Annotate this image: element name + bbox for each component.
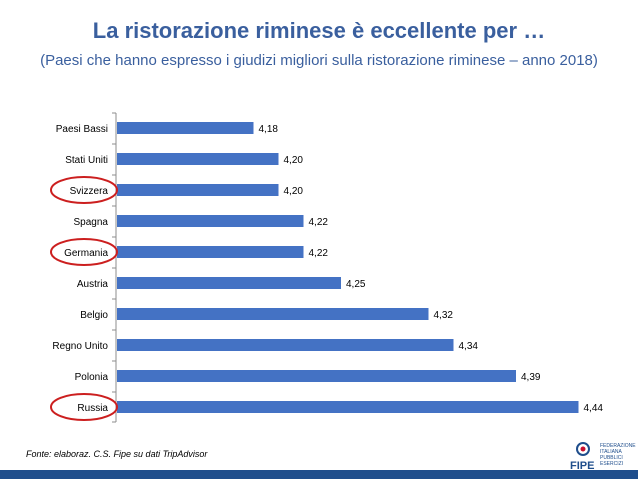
logo-line: PUBBLICI	[600, 455, 623, 461]
data-label: 4,18	[259, 124, 279, 135]
data-label: 4,20	[284, 155, 304, 166]
data-label: 4,39	[521, 372, 541, 383]
data-label: 4,25	[346, 279, 366, 290]
category-label: Regno Unito	[52, 341, 108, 352]
bar	[117, 370, 516, 382]
category-label: Paesi Bassi	[56, 124, 108, 135]
category-label: Russia	[77, 403, 108, 414]
bottom-bar	[0, 470, 638, 479]
highlight-circle	[50, 176, 118, 204]
logo-line: ITALIANA	[600, 449, 622, 455]
category-label: Spagna	[74, 217, 109, 228]
data-label: 4,34	[459, 341, 479, 352]
page-subtitle: (Paesi che hanno espresso i giudizi migl…	[40, 52, 598, 69]
bar	[117, 308, 429, 320]
bar	[117, 401, 579, 413]
source-note: Fonte: elaboraz. C.S. Fipe su dati TripA…	[26, 449, 208, 459]
fipe-logo-icon	[576, 442, 590, 456]
data-label: 4,22	[309, 217, 329, 228]
highlight-circle	[50, 393, 118, 421]
bar	[117, 153, 279, 165]
category-label: Germania	[64, 248, 108, 259]
fipe-logo: FIPE FEDERAZIONE ITALIANA PUBBLICI ESERC…	[566, 440, 636, 472]
bar	[117, 277, 341, 289]
category-label: Belgio	[80, 310, 108, 321]
bar	[117, 215, 304, 227]
bar	[117, 246, 304, 258]
logo-line: ESERCIZI	[600, 461, 624, 467]
logo-line: FEDERAZIONE	[600, 443, 636, 449]
logo-lines: FEDERAZIONE ITALIANA PUBBLICI ESERCIZI	[600, 443, 636, 467]
category-label: Svizzera	[70, 186, 109, 197]
category-label: Polonia	[75, 372, 109, 383]
bar	[117, 122, 254, 134]
bar	[117, 184, 279, 196]
data-label: 4,22	[309, 248, 329, 259]
bar	[117, 339, 454, 351]
data-label: 4,32	[434, 310, 454, 321]
data-label: 4,44	[584, 403, 604, 414]
page-title: La ristorazione riminese è eccellente pe…	[92, 18, 546, 43]
category-label: Austria	[77, 279, 109, 290]
data-label: 4,20	[284, 186, 304, 197]
category-label: Stati Uniti	[65, 155, 108, 166]
logo-wordmark: FIPE	[570, 460, 595, 472]
highlight-circle	[50, 238, 118, 266]
